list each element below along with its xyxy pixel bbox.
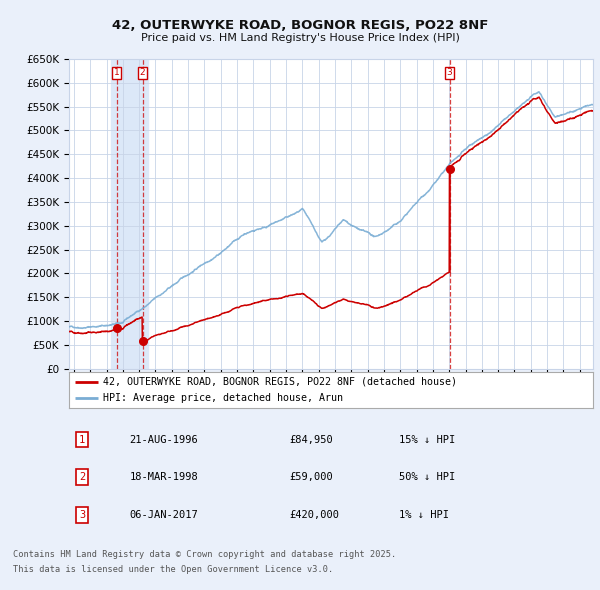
Text: 3: 3 [446, 68, 452, 77]
Text: HPI: Average price, detached house, Arun: HPI: Average price, detached house, Arun [103, 394, 343, 404]
Text: 2: 2 [79, 473, 85, 482]
Text: 15% ↓ HPI: 15% ↓ HPI [399, 435, 455, 444]
Text: 42, OUTERWYKE ROAD, BOGNOR REGIS, PO22 8NF: 42, OUTERWYKE ROAD, BOGNOR REGIS, PO22 8… [112, 19, 488, 32]
Text: 1: 1 [79, 435, 85, 444]
Text: This data is licensed under the Open Government Licence v3.0.: This data is licensed under the Open Gov… [13, 565, 334, 574]
Text: 50% ↓ HPI: 50% ↓ HPI [399, 473, 455, 482]
Text: 21-AUG-1996: 21-AUG-1996 [129, 435, 198, 444]
Text: 1: 1 [114, 68, 120, 77]
Text: 2: 2 [140, 68, 145, 77]
Text: 3: 3 [79, 510, 85, 520]
Text: £420,000: £420,000 [289, 510, 339, 520]
Text: Contains HM Land Registry data © Crown copyright and database right 2025.: Contains HM Land Registry data © Crown c… [13, 550, 397, 559]
Text: 1% ↓ HPI: 1% ↓ HPI [399, 510, 449, 520]
Text: 06-JAN-2017: 06-JAN-2017 [129, 510, 198, 520]
Text: £84,950: £84,950 [289, 435, 333, 444]
Text: 42, OUTERWYKE ROAD, BOGNOR REGIS, PO22 8NF (detached house): 42, OUTERWYKE ROAD, BOGNOR REGIS, PO22 8… [103, 376, 457, 386]
Text: 18-MAR-1998: 18-MAR-1998 [129, 473, 198, 482]
Text: Price paid vs. HM Land Registry's House Price Index (HPI): Price paid vs. HM Land Registry's House … [140, 33, 460, 43]
Text: £59,000: £59,000 [289, 473, 333, 482]
Bar [112, 59, 148, 369]
